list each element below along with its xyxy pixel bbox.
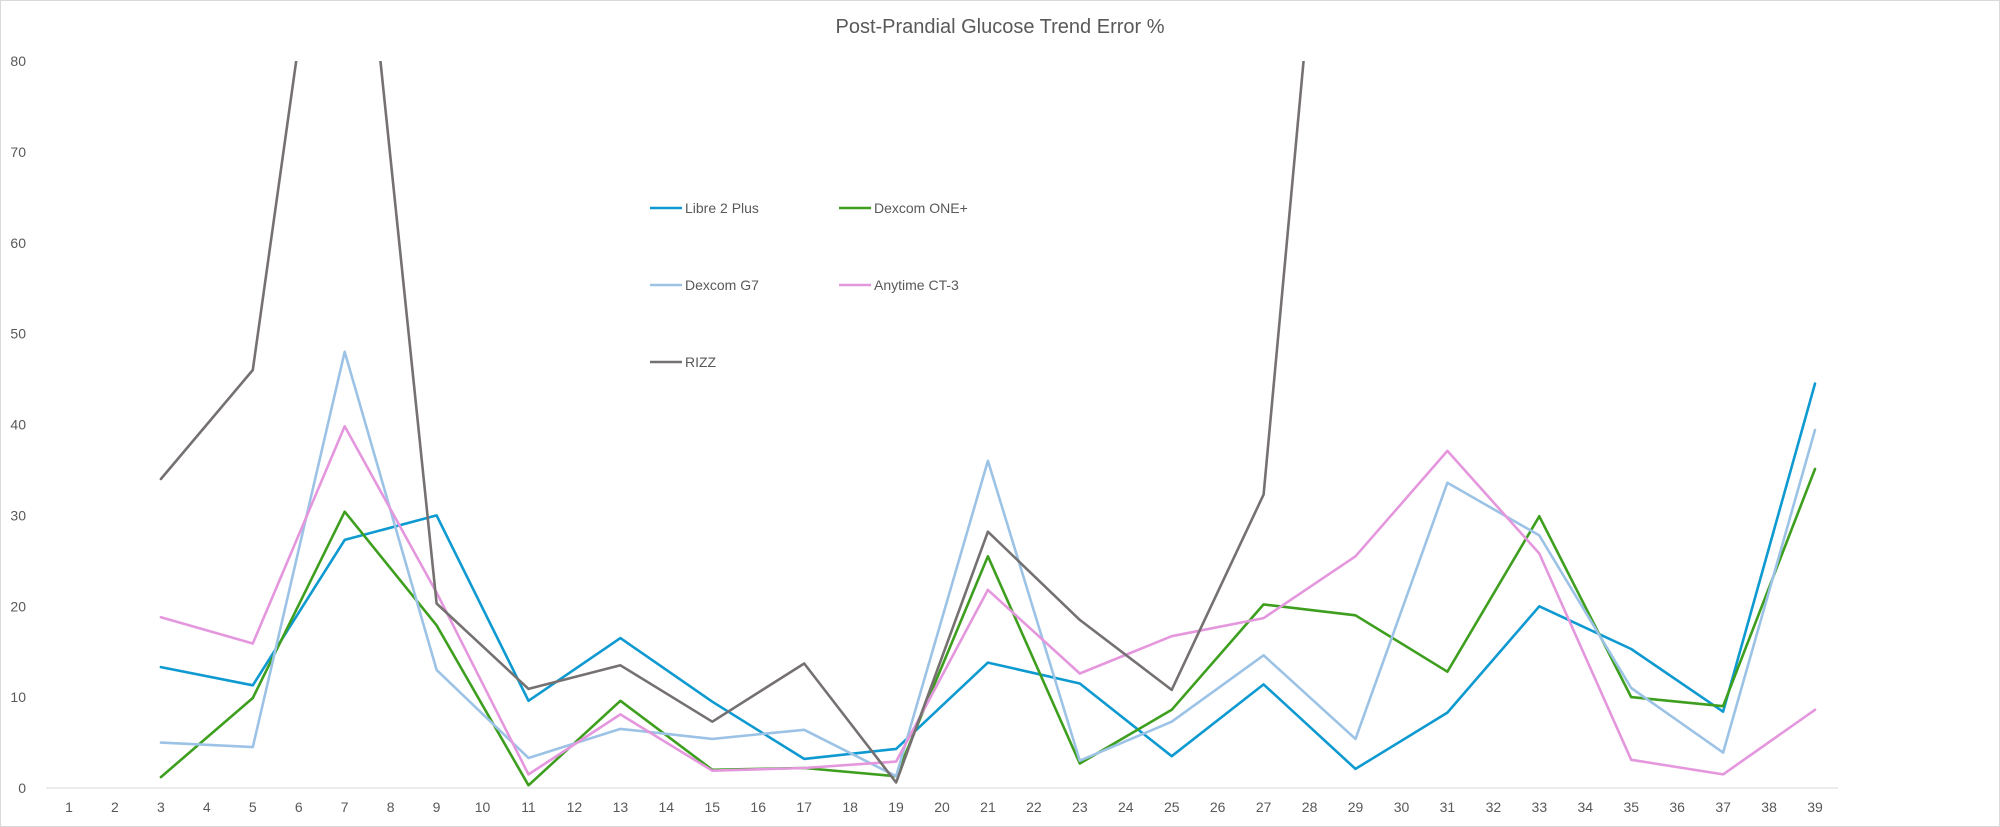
legend-entry: Libre 2 Plus <box>685 200 759 216</box>
x-tick-label: 38 <box>1761 799 1777 815</box>
x-axis: 1 2 3 4 5 6 7 8 9 10 11 12 13 14 15 16 17 18 19 20 21 22 23 24 2… <box>46 787 1838 815</box>
y-tick-label: 60 <box>10 235 26 251</box>
y-tick-label: 80 <box>10 53 26 69</box>
x-tick-label: 4 <box>203 799 211 815</box>
x-tick-label: 23 <box>1072 799 1088 815</box>
legend-entry: RIZZ <box>685 354 717 370</box>
x-tick-label: 28 <box>1302 799 1318 815</box>
x-tick-label: 37 <box>1715 799 1731 815</box>
series-line-anytime-ct-3 <box>159 424 1817 776</box>
x-tick-label: 11 <box>521 799 536 815</box>
x-tick-label: 21 <box>980 799 996 815</box>
x-tick-label: 25 <box>1164 799 1180 815</box>
x-tick-label: 7 <box>341 799 349 815</box>
x-tick-label: 3 <box>157 799 165 815</box>
x-tick-label: 5 <box>249 799 257 815</box>
x-tick-label: 6 <box>295 799 303 815</box>
x-tick-label: 33 <box>1532 799 1548 815</box>
series-line-dexcom-g7 <box>159 350 1817 778</box>
y-tick-label: 50 <box>10 326 26 342</box>
x-tick-label: 13 <box>613 799 629 815</box>
series-line-rizz <box>159 61 1305 784</box>
x-tick-label: 19 <box>888 799 904 815</box>
legend-entry: Anytime CT-3 <box>874 277 959 293</box>
y-tick-label: 10 <box>10 689 26 705</box>
x-tick-label: 2 <box>111 799 119 815</box>
y-tick-label: 20 <box>10 598 26 614</box>
x-tick-label: 10 <box>475 799 491 815</box>
y-tick-label: 30 <box>10 507 26 523</box>
x-tick-label: 15 <box>704 799 720 815</box>
series-line-dexcom-one- <box>159 467 1817 787</box>
y-tick-label: 70 <box>10 144 26 160</box>
x-tick-label: 14 <box>659 799 675 815</box>
x-tick-label: 29 <box>1348 799 1364 815</box>
x-tick-label: 32 <box>1486 799 1502 815</box>
series-line-libre-2-plus <box>159 382 1817 771</box>
legend-entry: Dexcom ONE+ <box>874 200 968 216</box>
y-axis: 0 10 20 30 40 50 60 70 80 <box>10 53 26 796</box>
x-tick-label: 24 <box>1118 799 1134 815</box>
series-lines <box>159 61 1817 787</box>
x-tick-label: 17 <box>796 799 812 815</box>
x-tick-label: 34 <box>1577 799 1593 815</box>
x-tick-label: 8 <box>387 799 395 815</box>
x-tick-label: 31 <box>1440 799 1456 815</box>
x-tick-label: 27 <box>1256 799 1272 815</box>
x-tick-label: 16 <box>750 799 766 815</box>
x-tick-label: 18 <box>842 799 858 815</box>
x-tick-label: 20 <box>934 799 950 815</box>
y-tick-label: 0 <box>18 780 26 796</box>
x-tick-label: 36 <box>1669 799 1685 815</box>
legend-entry: Dexcom G7 <box>685 277 759 293</box>
y-tick-label: 40 <box>10 417 26 433</box>
x-tick-label: 22 <box>1026 799 1042 815</box>
chart-title: Post-Prandial Glucose Trend Error % <box>835 16 1164 38</box>
x-tick-label: 39 <box>1807 799 1823 815</box>
x-tick-label: 9 <box>433 799 441 815</box>
x-tick-label: 35 <box>1623 799 1639 815</box>
x-tick-label: 1 <box>65 799 73 815</box>
x-tick-label: 30 <box>1394 799 1410 815</box>
x-tick-label: 12 <box>567 799 583 815</box>
legend: Libre 2 Plus Dexcom ONE+ Dexcom G7 Anytime … <box>650 200 968 370</box>
x-tick-label: 26 <box>1210 799 1226 815</box>
